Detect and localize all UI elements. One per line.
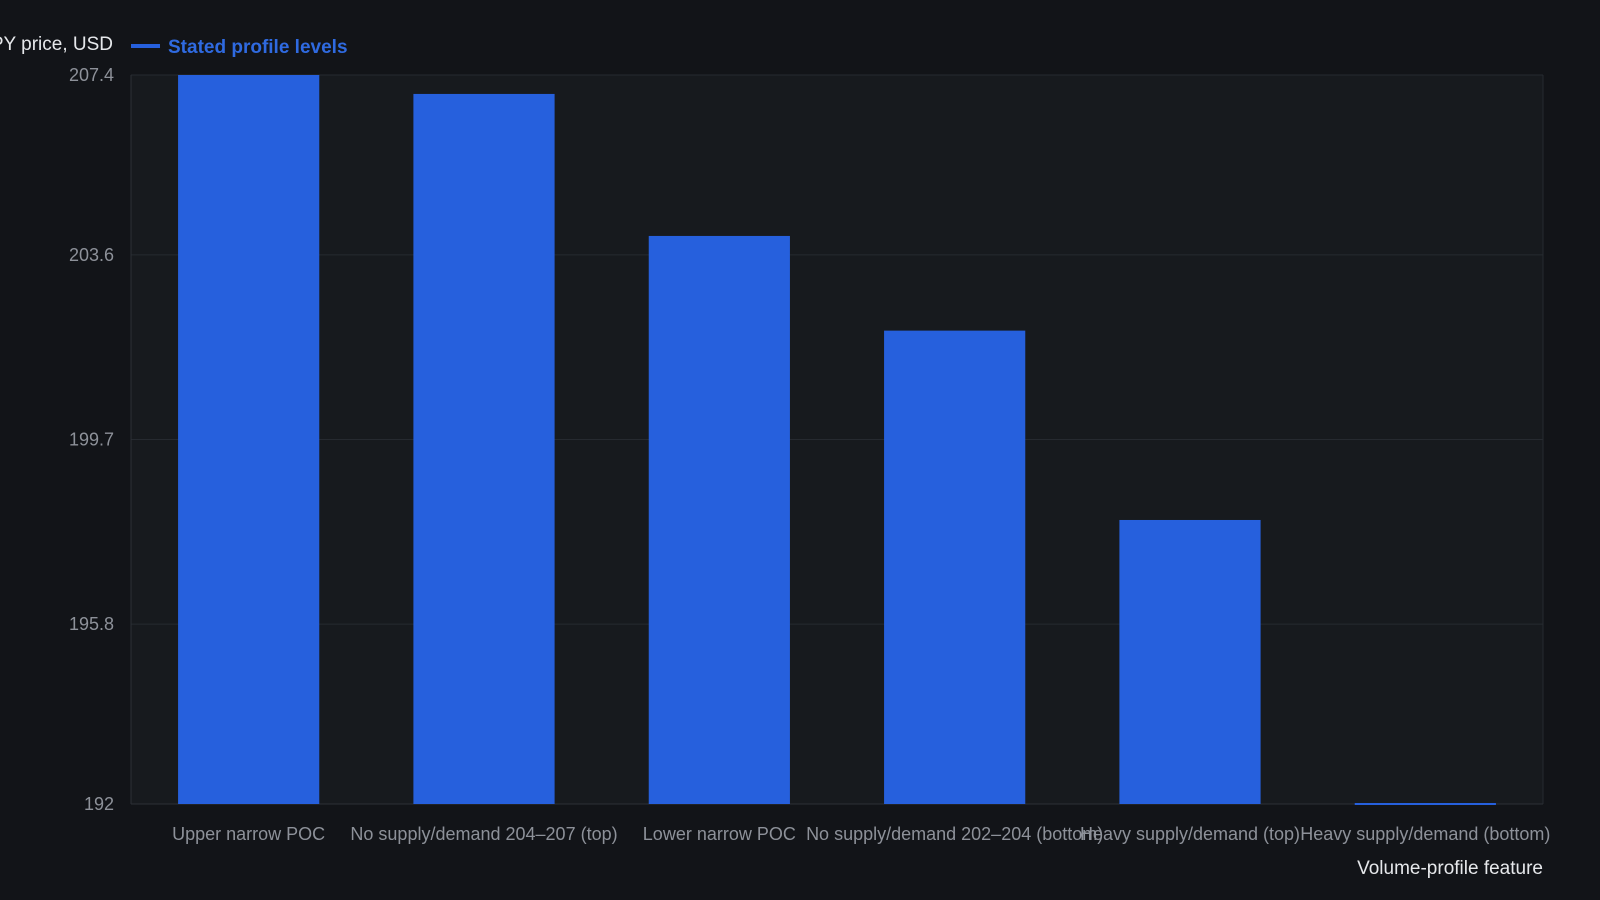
bar[interactable]: [413, 93, 555, 805]
y-tick-label: 199.7: [69, 430, 114, 450]
y-axis-title: SPY price, USD: [0, 34, 113, 55]
y-tick-label: 207.4: [69, 65, 114, 85]
x-tick-label: No supply/demand 202–204 (bottom): [806, 824, 1103, 844]
bar[interactable]: [884, 330, 1026, 804]
legend-label: Stated profile levels: [168, 37, 348, 58]
bar[interactable]: [1354, 803, 1496, 805]
x-tick-label: Lower narrow POC: [643, 824, 796, 844]
bar[interactable]: [1119, 519, 1261, 804]
x-tick-label: Heavy supply/demand (bottom): [1300, 824, 1550, 844]
bar[interactable]: [648, 235, 790, 804]
x-tick-label: Heavy supply/demand (top): [1080, 824, 1300, 844]
x-tick-label: Upper narrow POC: [172, 824, 325, 844]
y-tick-label: 195.8: [69, 614, 114, 634]
x-tick-label: No supply/demand 204–207 (top): [350, 824, 617, 844]
grid-lines: [131, 254, 1543, 625]
bars: [178, 75, 1496, 805]
legend[interactable]: Stated profile levels: [131, 37, 348, 58]
x-tick-labels: Upper narrow POC No supply/demand 204–207…: [172, 824, 1550, 844]
y-tick-label: 203.6: [69, 245, 114, 265]
bar[interactable]: [178, 75, 320, 804]
y-tick-labels: 192 195.8 199.7 203.6 207.4: [69, 65, 114, 814]
y-tick-label: 192: [84, 794, 114, 814]
x-axis-title: Volume-profile feature: [1357, 858, 1543, 879]
